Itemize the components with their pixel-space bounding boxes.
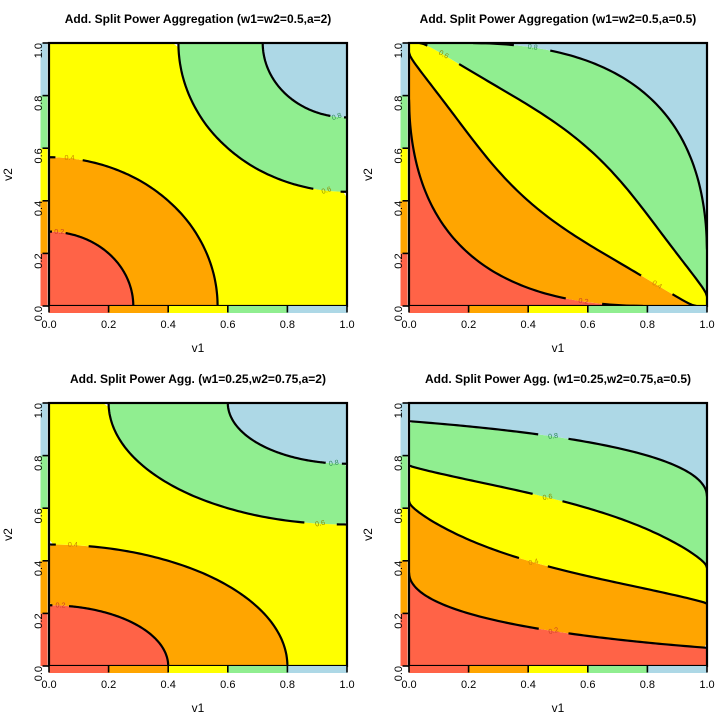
svg-text:Add. Split Power Aggregation (: Add. Split Power Aggregation (w1=w2=0.5,… <box>65 12 332 26</box>
svg-text:1.0: 1.0 <box>699 679 714 691</box>
svg-text:1.0: 1.0 <box>33 403 45 418</box>
svg-text:0.4: 0.4 <box>161 679 176 691</box>
svg-text:0.2: 0.2 <box>101 319 116 331</box>
svg-text:0.0: 0.0 <box>393 306 405 321</box>
svg-text:0.6: 0.6 <box>33 148 45 163</box>
svg-text:0.4: 0.4 <box>68 540 78 549</box>
svg-text:0.2: 0.2 <box>33 253 45 268</box>
svg-text:0.8: 0.8 <box>280 679 295 691</box>
svg-text:0.4: 0.4 <box>393 561 405 576</box>
svg-text:0.6: 0.6 <box>220 319 235 331</box>
svg-text:v1: v1 <box>192 701 205 715</box>
svg-text:0.2: 0.2 <box>33 613 45 628</box>
svg-text:v1: v1 <box>192 341 205 355</box>
svg-text:v2: v2 <box>1 528 15 541</box>
svg-text:0.2: 0.2 <box>461 679 476 691</box>
svg-text:v2: v2 <box>361 528 375 541</box>
svg-text:0.4: 0.4 <box>33 201 45 216</box>
svg-text:1.0: 1.0 <box>33 43 45 58</box>
svg-text:0.8: 0.8 <box>393 96 405 111</box>
svg-text:0.4: 0.4 <box>521 679 536 691</box>
svg-text:0.4: 0.4 <box>161 319 176 331</box>
svg-text:0.6: 0.6 <box>542 492 553 503</box>
svg-text:0.2: 0.2 <box>578 296 589 306</box>
svg-text:0.4: 0.4 <box>393 201 405 216</box>
svg-text:1.0: 1.0 <box>339 679 354 691</box>
svg-text:v1: v1 <box>552 341 565 355</box>
svg-text:0.8: 0.8 <box>548 431 559 441</box>
svg-text:0.8: 0.8 <box>33 96 45 111</box>
svg-text:1.0: 1.0 <box>393 403 405 418</box>
svg-text:0.4: 0.4 <box>33 561 45 576</box>
svg-text:Add. Split Power Agg. (w1=0.25: Add. Split Power Agg. (w1=0.25,w2=0.75,a… <box>425 372 691 386</box>
svg-text:0.2: 0.2 <box>56 600 66 609</box>
svg-text:0.8: 0.8 <box>328 457 339 468</box>
svg-text:0.2: 0.2 <box>54 227 64 236</box>
svg-text:0.6: 0.6 <box>33 508 45 523</box>
svg-text:1.0: 1.0 <box>339 319 354 331</box>
svg-text:0.6: 0.6 <box>393 148 405 163</box>
svg-text:v2: v2 <box>1 168 15 181</box>
svg-text:0.6: 0.6 <box>220 679 235 691</box>
svg-text:0.6: 0.6 <box>393 508 405 523</box>
svg-text:0.6: 0.6 <box>580 679 595 691</box>
svg-text:0.2: 0.2 <box>393 253 405 268</box>
svg-text:0.2: 0.2 <box>461 319 476 331</box>
svg-text:0.8: 0.8 <box>33 456 45 471</box>
svg-text:Add. Split Power Aggregation (: Add. Split Power Aggregation (w1=w2=0.5,… <box>420 12 697 26</box>
svg-text:1.0: 1.0 <box>699 319 714 331</box>
svg-text:v2: v2 <box>361 168 375 181</box>
svg-text:Add. Split Power Agg. (w1=0.25: Add. Split Power Agg. (w1=0.25,w2=0.75,a… <box>70 372 326 386</box>
svg-text:0.8: 0.8 <box>640 679 655 691</box>
svg-text:0.2: 0.2 <box>393 613 405 628</box>
svg-text:0.6: 0.6 <box>580 319 595 331</box>
svg-text:0.0: 0.0 <box>33 306 45 321</box>
svg-text:0.8: 0.8 <box>393 456 405 471</box>
svg-text:1.0: 1.0 <box>393 43 405 58</box>
svg-text:0.8: 0.8 <box>280 319 295 331</box>
svg-text:v1: v1 <box>552 701 565 715</box>
svg-text:0.4: 0.4 <box>521 319 536 331</box>
svg-text:0.8: 0.8 <box>640 319 655 331</box>
svg-text:0.0: 0.0 <box>33 666 45 681</box>
svg-text:0.4: 0.4 <box>64 153 74 162</box>
svg-text:0.0: 0.0 <box>393 666 405 681</box>
svg-text:0.2: 0.2 <box>101 679 116 691</box>
